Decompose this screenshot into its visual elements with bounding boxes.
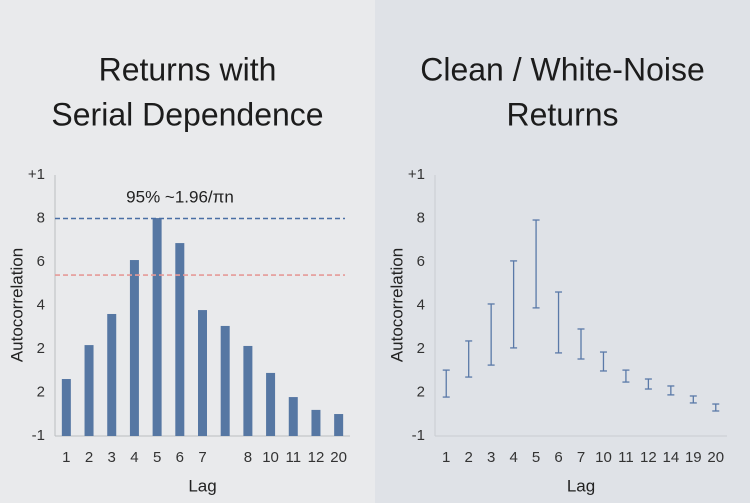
y-tick-label: 6 [417, 253, 425, 270]
bar [288, 397, 298, 436]
x-tick-label: 20 [330, 449, 347, 466]
chart-title: Returns [506, 96, 618, 132]
x-tick-label: 20 [707, 449, 724, 466]
x-tick-label: 1 [62, 449, 70, 466]
bar [198, 310, 207, 436]
y-tick-label: 6 [37, 253, 45, 270]
chart-title: Serial Dependence [51, 96, 323, 132]
bar [334, 414, 344, 436]
x-axis-label: Lag [567, 476, 595, 495]
bar [61, 379, 71, 436]
x-tick-label: 6 [176, 449, 184, 466]
x-tick-label: 14 [663, 449, 680, 466]
x-tick-label: 3 [487, 449, 495, 466]
y-tick-label: 4 [37, 296, 45, 313]
x-tick-label: 7 [198, 449, 206, 466]
y-tick-label: +1 [28, 166, 45, 183]
x-tick-label: 11 [285, 449, 301, 466]
x-tick-label: 6 [554, 449, 562, 466]
bar [152, 218, 162, 436]
panel-background [375, 0, 750, 503]
bar [220, 325, 230, 436]
x-tick-label: 1 [442, 449, 450, 466]
x-tick-label: 5 [153, 449, 161, 466]
x-tick-label: 2 [465, 449, 473, 466]
bar [175, 243, 185, 436]
y-tick-label: +1 [408, 166, 425, 183]
y-tick-label: 2 [37, 383, 45, 400]
y-tick-label: 2 [417, 383, 425, 400]
x-tick-label: 3 [108, 449, 116, 466]
y-tick-label: 2 [37, 340, 45, 357]
panel: Clean / White-Noise Returns +1 8 6 4 2 2 -1 Autoc… [375, 0, 750, 503]
x-tick-label: 10 [262, 449, 279, 466]
x-tick-label: 4 [130, 449, 138, 466]
annotation: 95% ~1.96/πn [126, 187, 234, 206]
x-tick-label: 10 [595, 449, 612, 466]
panel: Returns with Serial Dependence +1 8 6 4 2 2 -1 Au… [0, 0, 375, 503]
bar [84, 345, 94, 436]
bar [266, 372, 276, 436]
x-tick-label: 19 [685, 449, 702, 466]
bar [107, 313, 117, 436]
y-tick-label: 8 [37, 209, 45, 226]
y-tick-label: -1 [412, 427, 425, 444]
x-tick-label: 5 [532, 449, 540, 466]
x-tick-label: 4 [509, 449, 517, 466]
y-axis-label: Autocorrelation [387, 248, 406, 362]
x-tick-label: 12 [640, 449, 657, 466]
y-tick-label: 2 [417, 340, 425, 357]
x-axis-label: Lag [188, 476, 216, 495]
y-tick-label: 8 [417, 209, 425, 226]
x-tick-label: 11 [618, 449, 634, 466]
x-tick-label: 7 [577, 449, 585, 466]
y-tick-label: -1 [32, 427, 45, 444]
y-tick-label: 4 [417, 296, 425, 313]
bar [129, 260, 139, 436]
x-tick-label: 2 [85, 449, 93, 466]
y-axis-label: Autocorrelation [7, 248, 26, 362]
x-tick-label: 8 [244, 449, 252, 466]
chart-title: Clean / White-Noise [420, 51, 705, 87]
bar [243, 345, 253, 436]
x-tick-label: 12 [308, 449, 325, 466]
chart-title: Returns with [99, 51, 277, 87]
bar [311, 409, 321, 436]
